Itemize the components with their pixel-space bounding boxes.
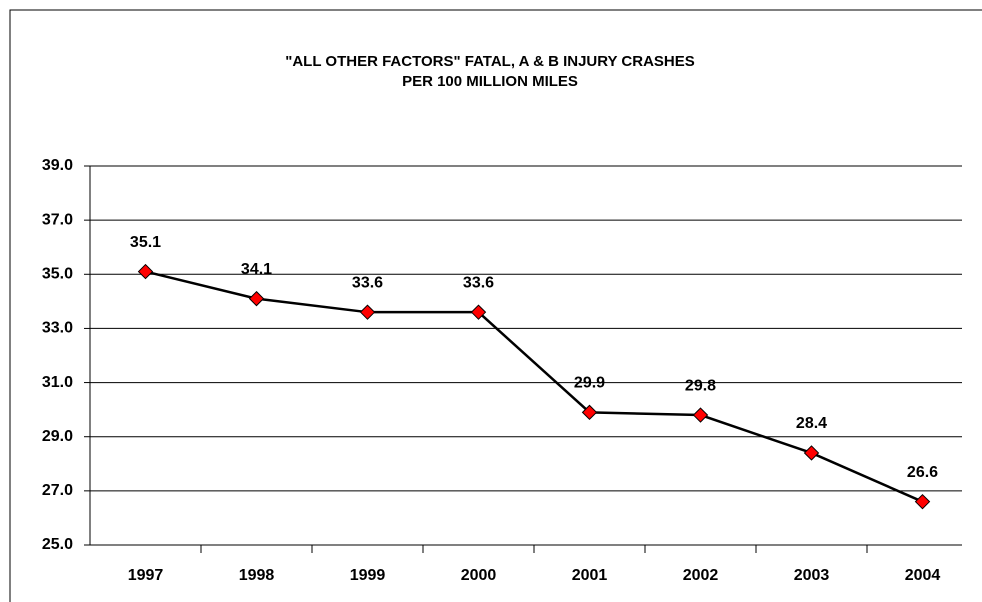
- data-marker: [359, 304, 376, 320]
- data-marker: [248, 290, 265, 307]
- x-tick-label: 2002: [683, 567, 719, 584]
- data-marker: [137, 263, 154, 280]
- chart-title: PER 100 MILLION MILES: [402, 73, 578, 90]
- x-tick-label: 1998: [239, 567, 275, 584]
- data-label: 28.4: [796, 415, 827, 432]
- data-marker: [581, 404, 598, 421]
- x-tick-label: 2001: [572, 567, 608, 584]
- y-tick-label: 31.0: [42, 374, 73, 391]
- data-label: 34.1: [241, 261, 272, 278]
- y-tick-label: 37.0: [42, 211, 73, 228]
- data-marker: [914, 493, 931, 510]
- chart-title: "ALL OTHER FACTORS" FATAL, A & B INJURY …: [285, 53, 695, 70]
- data-label: 33.6: [352, 274, 383, 291]
- x-tick-label: 2000: [461, 567, 497, 584]
- x-tick-label: 1997: [128, 567, 164, 584]
- x-tick-label: 2003: [794, 567, 830, 584]
- x-tick-label: 1999: [350, 567, 386, 584]
- data-label: 26.6: [907, 464, 938, 481]
- y-tick-label: 35.0: [42, 266, 73, 283]
- y-tick-label: 27.0: [42, 482, 73, 499]
- data-marker: [692, 407, 709, 423]
- data-label: 35.1: [130, 234, 161, 251]
- x-tick-label: 2004: [905, 567, 941, 584]
- data-marker: [470, 304, 487, 320]
- chart-frame: [9, 9, 982, 602]
- data-label: 29.9: [574, 375, 605, 392]
- data-line: [145, 270, 924, 503]
- y-tick-label: 39.0: [42, 157, 73, 174]
- data-marker: [803, 445, 820, 461]
- y-tick-label: 25.0: [42, 536, 73, 553]
- data-label: 29.8: [685, 377, 716, 394]
- y-tick-label: 29.0: [42, 428, 73, 445]
- y-tick-label: 33.0: [42, 320, 73, 337]
- data-label: 33.6: [463, 274, 494, 291]
